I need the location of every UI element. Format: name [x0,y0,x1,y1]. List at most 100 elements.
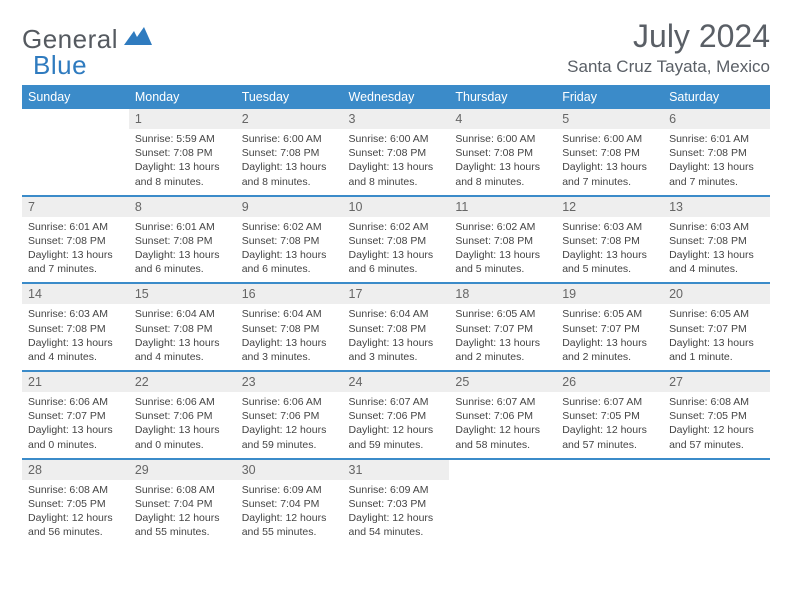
daylight-text-2: and 0 minutes. [28,438,123,452]
day-cell: Sunrise: 6:06 AMSunset: 7:06 PMDaylight:… [129,392,236,458]
daylight-text-2: and 59 minutes. [349,438,444,452]
day-number: 17 [343,283,450,304]
day-data-row: Sunrise: 6:06 AMSunset: 7:07 PMDaylight:… [22,392,770,458]
location-label: Santa Cruz Tayata, Mexico [567,57,770,77]
daylight-text-1: Daylight: 13 hours [28,248,123,262]
daylight-text-1: Daylight: 13 hours [455,336,550,350]
daylight-text-1: Daylight: 13 hours [562,336,657,350]
brand-part2-wrap: Blue [33,50,87,81]
day-cell [556,480,663,546]
sunset-text: Sunset: 7:08 PM [455,146,550,160]
sunrise-text: Sunrise: 6:05 AM [669,307,764,321]
sunset-text: Sunset: 7:08 PM [28,234,123,248]
sunrise-text: Sunrise: 6:03 AM [28,307,123,321]
daylight-text-1: Daylight: 13 hours [28,423,123,437]
sunset-text: Sunset: 7:04 PM [135,497,230,511]
day-number: 4 [449,109,556,129]
day-data-row: Sunrise: 6:08 AMSunset: 7:05 PMDaylight:… [22,480,770,546]
daylight-text-2: and 1 minute. [669,350,764,364]
day-number: 18 [449,283,556,304]
day-cell: Sunrise: 6:00 AMSunset: 7:08 PMDaylight:… [343,129,450,195]
daylight-text-1: Daylight: 12 hours [669,423,764,437]
day-cell: Sunrise: 6:01 AMSunset: 7:08 PMDaylight:… [22,217,129,283]
daylight-text-1: Daylight: 13 hours [669,336,764,350]
sunset-text: Sunset: 7:06 PM [455,409,550,423]
sunset-text: Sunset: 7:07 PM [562,322,657,336]
page-header: General July 2024 Santa Cruz Tayata, Mex… [22,18,770,77]
day-data-row: Sunrise: 6:03 AMSunset: 7:08 PMDaylight:… [22,304,770,370]
month-title: July 2024 [567,18,770,55]
daylight-text-1: Daylight: 13 hours [242,160,337,174]
daylight-text-2: and 8 minutes. [135,175,230,189]
sunrise-text: Sunrise: 6:09 AM [242,483,337,497]
sunset-text: Sunset: 7:08 PM [28,322,123,336]
sunrise-text: Sunrise: 6:06 AM [28,395,123,409]
daylight-text-2: and 5 minutes. [455,262,550,276]
daylight-text-1: Daylight: 12 hours [242,423,337,437]
sunset-text: Sunset: 7:07 PM [455,322,550,336]
daylight-text-1: Daylight: 13 hours [669,248,764,262]
day-number [556,459,663,480]
daylight-text-2: and 5 minutes. [562,262,657,276]
day-cell: Sunrise: 6:03 AMSunset: 7:08 PMDaylight:… [663,217,770,283]
day-number: 6 [663,109,770,129]
daylight-text-1: Daylight: 13 hours [562,248,657,262]
sunrise-text: Sunrise: 6:08 AM [135,483,230,497]
weekday-header: Tuesday [236,85,343,109]
sunset-text: Sunset: 7:08 PM [242,322,337,336]
day-number: 16 [236,283,343,304]
day-cell: Sunrise: 6:08 AMSunset: 7:05 PMDaylight:… [22,480,129,546]
daylight-text-1: Daylight: 12 hours [242,511,337,525]
daylight-text-1: Daylight: 13 hours [349,336,444,350]
day-cell: Sunrise: 6:07 AMSunset: 7:06 PMDaylight:… [449,392,556,458]
daylight-text-2: and 6 minutes. [135,262,230,276]
sunset-text: Sunset: 7:08 PM [455,234,550,248]
daylight-text-2: and 55 minutes. [242,525,337,539]
sunset-text: Sunset: 7:08 PM [669,146,764,160]
daylight-text-2: and 3 minutes. [242,350,337,364]
daylight-text-1: Daylight: 13 hours [562,160,657,174]
daylight-text-2: and 8 minutes. [349,175,444,189]
sunrise-text: Sunrise: 6:00 AM [242,132,337,146]
daylight-text-2: and 6 minutes. [242,262,337,276]
daylight-text-1: Daylight: 12 hours [562,423,657,437]
sunrise-text: Sunrise: 6:08 AM [669,395,764,409]
calendar-table: Sunday Monday Tuesday Wednesday Thursday… [22,85,770,545]
sunrise-text: Sunrise: 6:02 AM [242,220,337,234]
daylight-text-2: and 7 minutes. [669,175,764,189]
sunset-text: Sunset: 7:07 PM [669,322,764,336]
daylight-text-2: and 4 minutes. [28,350,123,364]
day-number: 26 [556,371,663,392]
day-data-row: Sunrise: 6:01 AMSunset: 7:08 PMDaylight:… [22,217,770,283]
day-number: 29 [129,459,236,480]
day-cell: Sunrise: 6:00 AMSunset: 7:08 PMDaylight:… [556,129,663,195]
sunrise-text: Sunrise: 6:02 AM [455,220,550,234]
daylight-text-1: Daylight: 13 hours [135,336,230,350]
day-number: 15 [129,283,236,304]
day-cell: Sunrise: 6:05 AMSunset: 7:07 PMDaylight:… [449,304,556,370]
daylight-text-1: Daylight: 13 hours [28,336,123,350]
sunrise-text: Sunrise: 6:01 AM [28,220,123,234]
sunset-text: Sunset: 7:08 PM [349,322,444,336]
daylight-text-2: and 2 minutes. [455,350,550,364]
daylight-text-1: Daylight: 13 hours [455,160,550,174]
sunset-text: Sunset: 7:04 PM [242,497,337,511]
day-cell: Sunrise: 6:05 AMSunset: 7:07 PMDaylight:… [556,304,663,370]
daynum-row: 123456 [22,109,770,129]
daylight-text-1: Daylight: 13 hours [135,160,230,174]
daynum-row: 21222324252627 [22,371,770,392]
day-cell: Sunrise: 6:04 AMSunset: 7:08 PMDaylight:… [236,304,343,370]
daylight-text-2: and 7 minutes. [562,175,657,189]
day-number: 31 [343,459,450,480]
sunrise-text: Sunrise: 6:01 AM [135,220,230,234]
sunrise-text: Sunrise: 6:07 AM [349,395,444,409]
weekday-header: Wednesday [343,85,450,109]
day-cell: Sunrise: 6:06 AMSunset: 7:06 PMDaylight:… [236,392,343,458]
day-cell: Sunrise: 6:00 AMSunset: 7:08 PMDaylight:… [236,129,343,195]
daylight-text-1: Daylight: 13 hours [242,336,337,350]
sunset-text: Sunset: 7:08 PM [349,234,444,248]
day-cell: Sunrise: 6:02 AMSunset: 7:08 PMDaylight:… [236,217,343,283]
sunrise-text: Sunrise: 6:04 AM [349,307,444,321]
sunrise-text: Sunrise: 6:00 AM [349,132,444,146]
daylight-text-2: and 7 minutes. [28,262,123,276]
